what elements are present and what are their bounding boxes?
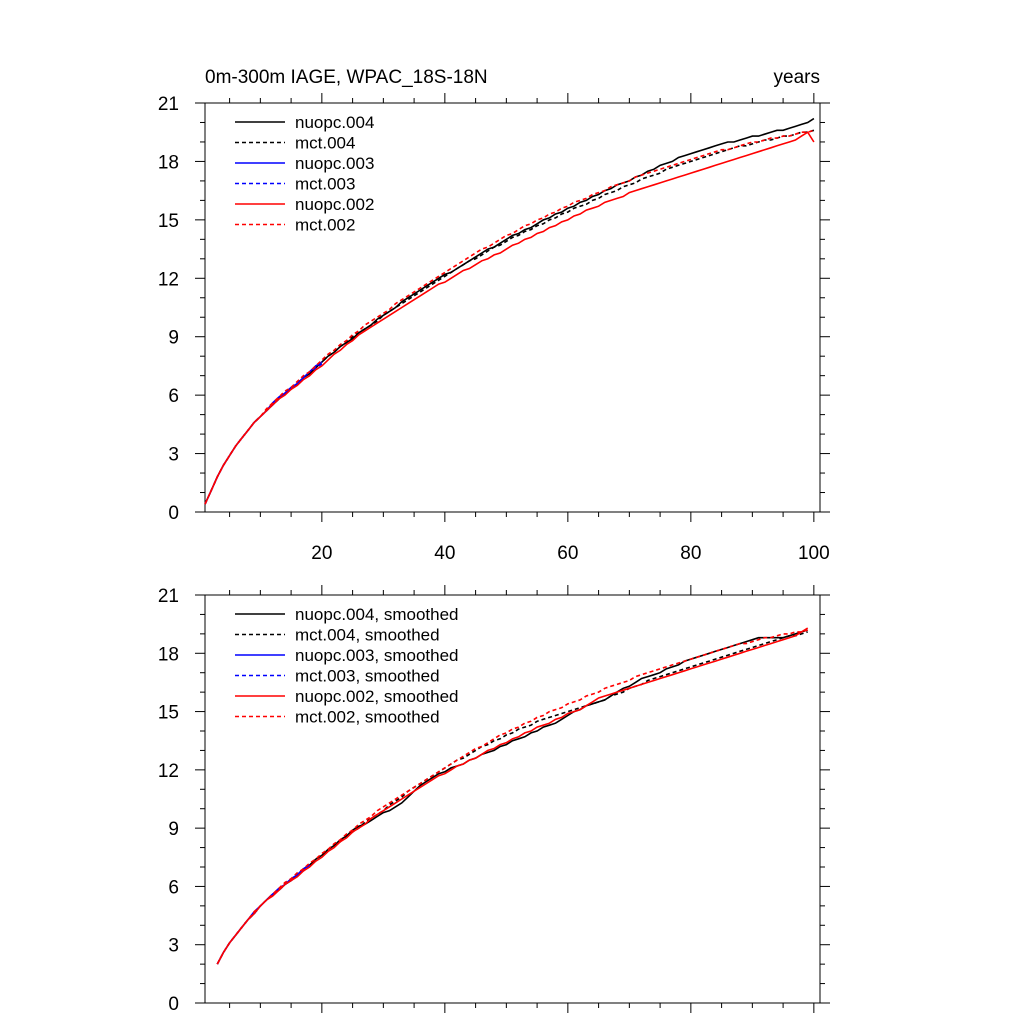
y-tick-label: 15	[158, 211, 179, 232]
y-tick-label: 18	[158, 152, 179, 173]
plot-frame	[204, 102, 821, 513]
legend-label: nuopc.002, smoothed	[295, 687, 459, 706]
y-tick-label: 12	[158, 761, 179, 782]
x-tick-label: 60	[557, 543, 578, 564]
series-line-mct-002	[204, 129, 815, 505]
y-tick-label: 6	[168, 877, 179, 898]
y-tick-label: 6	[168, 386, 179, 407]
plot-frame	[204, 594, 821, 1004]
series-line-nuopc-003-smoothed	[216, 864, 311, 965]
legend-label: nuopc.004, smoothed	[295, 605, 459, 624]
y-tick-label: 3	[168, 936, 179, 957]
x-tick-label: 40	[434, 543, 455, 564]
legend-label: mct.003, smoothed	[295, 667, 440, 686]
series-line-nuopc-004-smoothed	[216, 629, 808, 965]
series-line-mct-003-smoothed	[216, 864, 311, 965]
y-tick-label: 9	[168, 328, 179, 349]
series-line-mct-004	[204, 129, 815, 505]
series-line-nuopc-002	[204, 131, 815, 505]
legend-label: mct.002	[295, 216, 355, 235]
legend-label: nuopc.004	[295, 113, 374, 132]
y-tick-label: 3	[168, 445, 179, 466]
series-line-mct-004-smoothed	[216, 631, 808, 965]
y-tick-label: 0	[168, 994, 179, 1015]
legend-label: mct.002, smoothed	[295, 708, 440, 727]
y-tick-label: 15	[158, 703, 179, 724]
legend-label: nuopc.003	[295, 154, 374, 173]
series-line-nuopc-002-smoothed	[216, 627, 809, 965]
y-tick-label: 12	[158, 269, 179, 290]
legend-label: mct.004, smoothed	[295, 626, 440, 645]
chart-units-label: years	[774, 67, 820, 88]
legend-label: nuopc.002	[295, 195, 374, 214]
legend-label: mct.003	[295, 175, 355, 194]
y-tick-label: 0	[168, 503, 179, 524]
legend-label: nuopc.003, smoothed	[295, 646, 459, 665]
x-tick-label: 20	[311, 543, 332, 564]
legend-label: mct.004	[295, 134, 355, 153]
x-tick-label: 80	[680, 543, 701, 564]
y-tick-label: 18	[158, 644, 179, 665]
x-tick-label: 100	[798, 543, 830, 564]
top-panel-iage-raw: 0m-300m IAGE, WPAC_18S-18N years 0 3 6 9 12 1…	[158, 67, 830, 564]
y-tick-label: 21	[158, 94, 179, 115]
y-tick-label: 21	[158, 586, 179, 607]
chart-title: 0m-300m IAGE, WPAC_18S-18N	[205, 67, 488, 88]
bottom-panel-iage-smoothed: 0 3 6 9 12 15 18 21 nuopc.004, smoothed mct.004, …	[158, 585, 830, 1015]
series-line-nuopc-003	[204, 361, 323, 505]
series-line-mct-003	[204, 363, 323, 505]
y-tick-label: 9	[168, 819, 179, 840]
